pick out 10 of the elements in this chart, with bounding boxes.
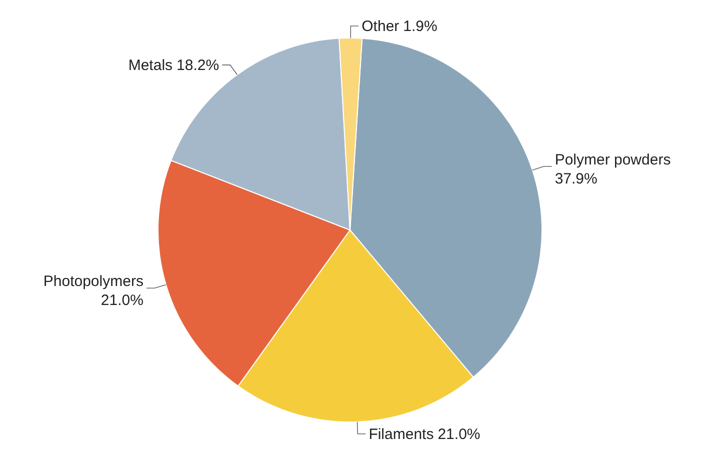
data-label: 18.2% <box>176 56 220 74</box>
data-label: 21.0% <box>438 426 480 443</box>
data-label: 21.0% <box>100 292 144 310</box>
slice-label: Polymer powders <box>554 151 671 168</box>
slice-label: Metals <box>128 56 173 74</box>
slice-label: Filaments <box>368 426 434 443</box>
slice-label: Photopolymers <box>43 273 144 290</box>
data-label: 1.9% <box>403 18 438 35</box>
data-label: 37.9% <box>554 170 598 188</box>
slice-label: Other <box>362 18 400 35</box>
